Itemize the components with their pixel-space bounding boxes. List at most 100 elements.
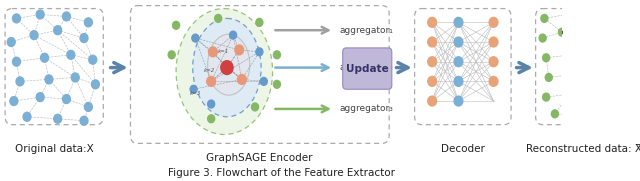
Text: Figure 3. Flowchart of the Feature Extractor: Figure 3. Flowchart of the Feature Extra… — [168, 168, 395, 178]
Circle shape — [173, 21, 180, 29]
Text: Update: Update — [346, 64, 388, 74]
Circle shape — [214, 14, 221, 22]
Circle shape — [84, 18, 92, 27]
Text: k=1: k=1 — [218, 49, 229, 54]
FancyArrowPatch shape — [275, 64, 328, 71]
Circle shape — [454, 57, 463, 67]
Circle shape — [583, 24, 590, 32]
Circle shape — [428, 76, 436, 86]
Circle shape — [256, 48, 263, 56]
Circle shape — [209, 47, 218, 57]
Circle shape — [428, 57, 436, 67]
Ellipse shape — [207, 34, 250, 95]
Circle shape — [16, 77, 24, 86]
Circle shape — [563, 10, 570, 18]
FancyArrowPatch shape — [516, 63, 529, 73]
Circle shape — [30, 31, 38, 40]
Circle shape — [273, 51, 280, 59]
Text: aggregator₁: aggregator₁ — [339, 26, 393, 35]
Circle shape — [611, 115, 618, 123]
FancyBboxPatch shape — [342, 48, 392, 89]
Circle shape — [454, 96, 463, 106]
Circle shape — [428, 96, 436, 106]
FancyArrowPatch shape — [275, 27, 328, 33]
Circle shape — [80, 116, 88, 125]
Circle shape — [192, 34, 199, 42]
Circle shape — [92, 80, 99, 89]
Circle shape — [543, 54, 550, 62]
Circle shape — [428, 17, 436, 27]
Text: aggregator₃: aggregator₃ — [339, 104, 393, 113]
Circle shape — [616, 16, 623, 24]
Circle shape — [256, 18, 263, 26]
Circle shape — [252, 103, 259, 111]
Circle shape — [207, 115, 214, 123]
Circle shape — [260, 77, 268, 85]
Text: Original data:X: Original data:X — [15, 144, 93, 154]
FancyBboxPatch shape — [415, 9, 511, 125]
Circle shape — [207, 76, 216, 86]
Circle shape — [592, 91, 599, 99]
Circle shape — [543, 93, 550, 101]
Circle shape — [552, 110, 559, 118]
Circle shape — [10, 97, 18, 106]
Circle shape — [559, 28, 565, 36]
FancyArrowPatch shape — [396, 63, 408, 73]
Circle shape — [273, 80, 280, 88]
Circle shape — [23, 112, 31, 121]
Circle shape — [580, 113, 588, 121]
Circle shape — [80, 34, 88, 43]
Circle shape — [616, 97, 623, 105]
Circle shape — [489, 57, 498, 67]
Circle shape — [454, 17, 463, 27]
Circle shape — [63, 12, 70, 21]
Ellipse shape — [193, 18, 261, 117]
FancyBboxPatch shape — [536, 9, 632, 125]
Text: k=3: k=3 — [190, 91, 202, 96]
Circle shape — [489, 37, 498, 47]
Circle shape — [428, 37, 436, 47]
Circle shape — [567, 51, 574, 59]
Text: aggregator₂: aggregator₂ — [339, 63, 393, 72]
Circle shape — [13, 57, 20, 66]
Circle shape — [235, 45, 244, 55]
Circle shape — [40, 53, 49, 62]
Circle shape — [71, 73, 79, 82]
Circle shape — [207, 100, 214, 108]
Text: GraphSAGE Encoder: GraphSAGE Encoder — [206, 153, 312, 163]
Circle shape — [595, 68, 602, 75]
Circle shape — [541, 14, 548, 22]
Circle shape — [593, 48, 600, 56]
Text: k=2: k=2 — [204, 68, 216, 73]
Circle shape — [36, 93, 44, 102]
Circle shape — [67, 50, 75, 59]
Circle shape — [7, 38, 15, 47]
FancyArrowPatch shape — [111, 63, 124, 73]
Circle shape — [54, 26, 61, 35]
FancyBboxPatch shape — [5, 9, 103, 125]
Circle shape — [545, 73, 552, 81]
Circle shape — [230, 31, 237, 39]
Text: Decoder: Decoder — [441, 144, 484, 154]
FancyBboxPatch shape — [131, 6, 389, 143]
Circle shape — [592, 12, 599, 20]
Circle shape — [36, 10, 44, 19]
FancyArrowPatch shape — [275, 106, 328, 112]
Circle shape — [609, 32, 616, 40]
Circle shape — [221, 61, 233, 75]
Text: Reconstructed data: Χ̅: Reconstructed data: Χ̅ — [526, 144, 640, 154]
Circle shape — [45, 75, 53, 84]
Circle shape — [54, 114, 61, 123]
Circle shape — [489, 76, 498, 86]
Circle shape — [13, 14, 20, 23]
Circle shape — [569, 71, 576, 78]
Circle shape — [454, 37, 463, 47]
Circle shape — [190, 85, 197, 93]
Circle shape — [620, 75, 627, 83]
Circle shape — [63, 95, 70, 104]
Circle shape — [618, 54, 625, 62]
Circle shape — [89, 55, 97, 64]
Circle shape — [539, 34, 546, 42]
Ellipse shape — [176, 9, 273, 134]
Circle shape — [237, 75, 246, 84]
